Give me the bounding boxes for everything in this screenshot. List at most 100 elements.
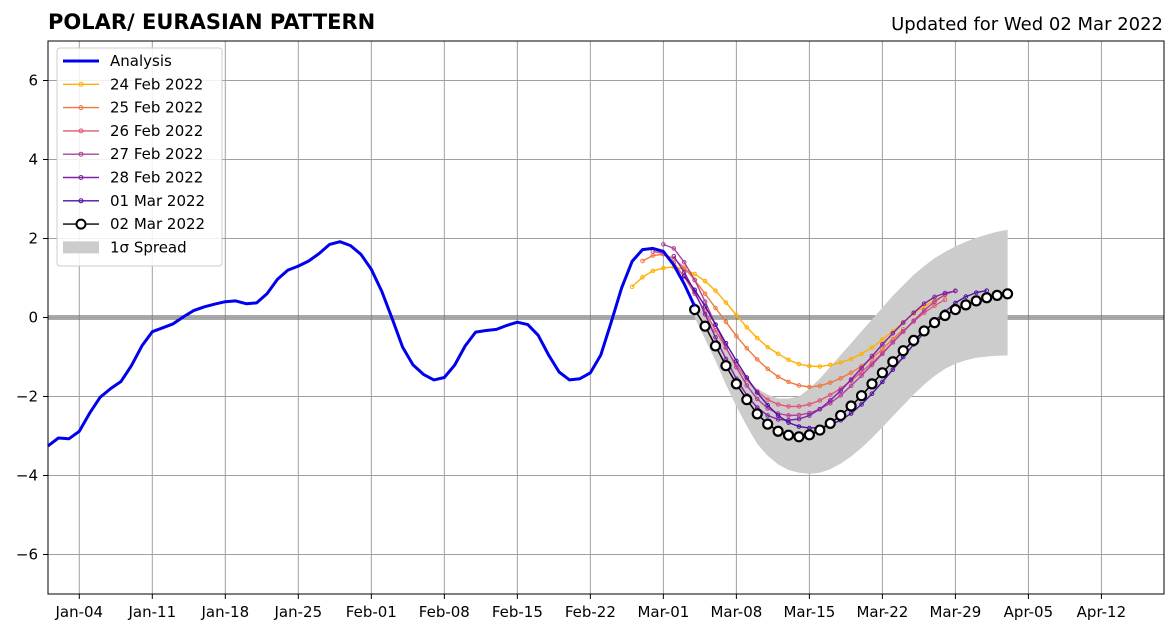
forecast-point: [793, 431, 805, 443]
forecast-point: [775, 402, 781, 407]
legend-label: 01 Mar 2022: [110, 192, 205, 210]
legend-marker: [78, 151, 84, 157]
forecast-point: [960, 299, 972, 311]
x-tick-label: Jan-04: [54, 603, 103, 621]
forecast-point: [838, 376, 843, 381]
forecast-point: [741, 394, 753, 406]
legend-label: 25 Feb 2022: [110, 99, 203, 117]
forecast-point: [928, 317, 941, 329]
forecast-point: [786, 413, 791, 418]
forecast-point: [765, 413, 770, 418]
x-tick-label: Apr-05: [1004, 603, 1054, 621]
forecast-point: [817, 364, 823, 369]
forecast-point: [720, 360, 732, 372]
forecast-point: [702, 304, 708, 309]
forecast-point: [681, 265, 687, 271]
x-tick-label: Mar-22: [856, 603, 908, 621]
forecast-point: [692, 271, 697, 277]
forecast-point: [939, 309, 951, 322]
forecast-point: [796, 404, 802, 409]
forecast-point: [859, 365, 864, 371]
forecast-point: [981, 292, 993, 304]
forecast-point: [702, 291, 708, 297]
forecast-point: [814, 424, 826, 436]
legend-label: 27 Feb 2022: [110, 145, 203, 163]
forecast-point: [754, 396, 760, 402]
x-tick-label: Mar-08: [710, 603, 762, 621]
forecast-point: [699, 320, 711, 332]
forecast-point: [817, 398, 823, 403]
forecast-point: [838, 393, 843, 398]
forecast-point: [796, 416, 802, 422]
forecast-point: [692, 287, 697, 293]
forecast-point: [772, 425, 784, 437]
forecast-point: [869, 362, 875, 368]
forecast-point: [713, 288, 718, 293]
chart-subtitle: Updated for Wed 02 Mar 2022: [891, 14, 1163, 35]
forecast-point: [650, 268, 656, 274]
forecast-point: [765, 344, 770, 350]
x-tick-label: Feb-01: [346, 603, 397, 621]
forecast-point: [692, 277, 697, 283]
forecast-point: [949, 304, 962, 316]
x-tick-label: Jan-25: [274, 603, 323, 621]
forecast-point: [827, 362, 833, 368]
forecast-point: [991, 289, 1003, 301]
forecast-point: [827, 398, 833, 403]
forecast-point: [744, 346, 750, 351]
forecast-point: [751, 408, 763, 420]
forecast-point: [734, 312, 739, 318]
forecast-point: [796, 383, 802, 388]
forecast-point: [734, 358, 739, 364]
forecast-point: [807, 363, 812, 369]
legend-marker: [78, 175, 84, 180]
forecast-point: [887, 356, 899, 368]
forecast-point: [765, 402, 770, 408]
forecast-point: [848, 356, 854, 362]
forecast-point: [744, 325, 750, 330]
forecast-line: [673, 255, 956, 421]
forecast-point: [880, 342, 885, 347]
forecast-point: [782, 429, 795, 441]
forecast-point: [775, 351, 781, 357]
forecast-line: [663, 243, 956, 417]
forecast-point: [734, 364, 739, 370]
forecast-point: [661, 265, 666, 271]
forecast-point: [730, 378, 742, 390]
forecast-point: [866, 378, 878, 390]
legend-swatch: [63, 241, 99, 254]
forecast-point: [848, 383, 854, 389]
forecast-point: [786, 357, 791, 363]
y-tick-label: 6: [28, 72, 38, 90]
forecast-point: [921, 308, 927, 313]
forecast-point: [869, 391, 875, 397]
y-tick-label: 2: [28, 230, 38, 248]
forecast-point: [713, 334, 718, 340]
forecast-point: [953, 288, 958, 294]
forecast-point: [640, 274, 645, 280]
forecast-point: [932, 299, 937, 305]
forecast-point: [848, 377, 854, 382]
legend-marker: [78, 198, 84, 204]
forecast-point: [807, 413, 812, 418]
forecast-point: [855, 390, 868, 402]
forecast-point: [827, 380, 833, 385]
forecast-point: [932, 294, 937, 300]
forecast-point: [900, 320, 906, 325]
forecast-point: [786, 420, 791, 425]
forecast-point: [709, 340, 722, 352]
forecast-point: [859, 402, 864, 407]
forecast-point: [900, 329, 906, 334]
forecast-point: [1001, 288, 1014, 300]
forecast-point: [963, 294, 969, 299]
legend-marker: [78, 128, 84, 134]
forecast-point: [796, 424, 802, 429]
x-tick-label: Jan-11: [127, 603, 176, 621]
forecast-point: [890, 331, 896, 336]
x-tick-label: Feb-15: [492, 603, 543, 621]
forecast-point: [713, 305, 718, 311]
forecast-point: [890, 340, 896, 345]
forecast-point: [702, 312, 708, 317]
forecast-point: [880, 351, 885, 357]
chart-legend: Analysis 24 Feb 2022 25 Feb 2022 26 Feb 202…: [56, 47, 223, 267]
